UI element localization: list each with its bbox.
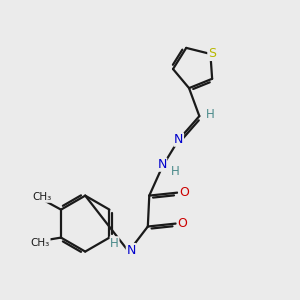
- Text: O: O: [179, 186, 189, 199]
- Text: CH₃: CH₃: [31, 238, 50, 248]
- Text: N: N: [157, 158, 167, 171]
- Text: O: O: [177, 217, 187, 230]
- Text: N: N: [126, 244, 136, 256]
- Text: N: N: [174, 133, 183, 146]
- Text: H: H: [110, 237, 119, 250]
- Text: S: S: [208, 47, 216, 60]
- Text: H: H: [206, 108, 215, 121]
- Text: H: H: [170, 165, 179, 178]
- Text: CH₃: CH₃: [32, 192, 52, 202]
